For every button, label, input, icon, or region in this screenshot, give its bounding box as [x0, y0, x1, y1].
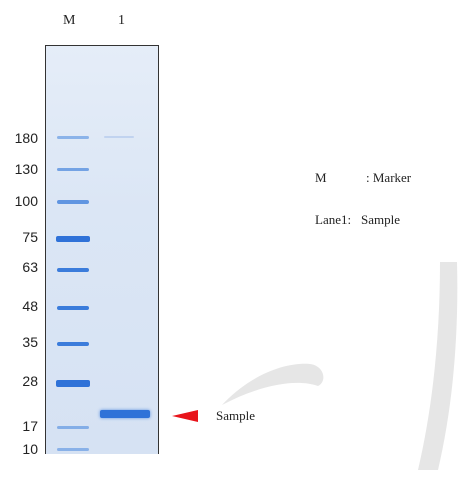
gel-image: [45, 45, 159, 454]
mw-label-100: 100: [14, 193, 38, 209]
mw-label-63: 63: [22, 259, 38, 275]
marker-band-10: [57, 448, 89, 451]
mw-label-48: 48: [22, 298, 38, 314]
mw-label-10: 10: [22, 441, 38, 457]
marker-band-75: [56, 236, 90, 242]
legend-marker-key: M: [315, 170, 327, 185]
mw-label-130: 130: [14, 161, 38, 177]
legend-lane-key: Lane1:: [315, 212, 352, 227]
sample-annotation-label: Sample: [216, 408, 255, 423]
legend-lane-value: Sample: [361, 212, 400, 227]
legend-marker-value: : Marker: [366, 170, 412, 185]
marker-band-48: [57, 306, 89, 310]
mw-label-35: 35: [22, 334, 38, 350]
marker-band-35: [57, 342, 89, 346]
lane1-sample-band: [100, 410, 150, 418]
mw-label-28: 28: [22, 373, 38, 389]
marker-band-100: [57, 200, 89, 204]
mw-label-17: 17: [22, 418, 38, 434]
lane-header-marker: M: [63, 13, 76, 28]
mw-label-180: 180: [14, 130, 38, 146]
marker-band-63: [57, 268, 89, 272]
lane1-faint-band: [104, 136, 134, 138]
mw-label-75: 75: [22, 229, 38, 245]
marker-band-28: [56, 380, 90, 387]
marker-band-130: [57, 168, 89, 171]
marker-band-17: [57, 426, 89, 429]
lane-header-1: 1: [118, 13, 125, 28]
marker-band-180: [57, 136, 89, 139]
